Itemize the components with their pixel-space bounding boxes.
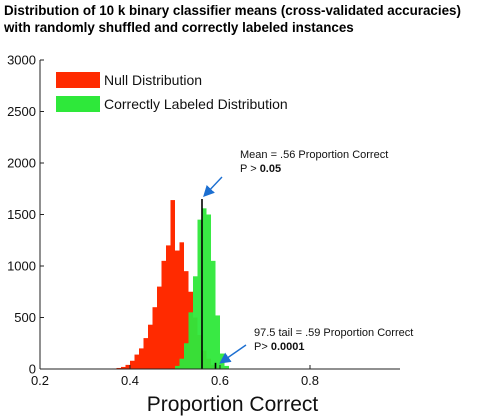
y-tick-label-4: 2000 (7, 156, 36, 171)
null-bar-15 (179, 242, 184, 369)
correct-bar-3 (188, 312, 193, 369)
null-bar-6 (139, 348, 144, 369)
title-line-2: with randomly shuffled and correctly lab… (4, 20, 354, 35)
null-bar-12 (166, 245, 171, 369)
legend-swatch-1 (56, 96, 100, 112)
correct-bar-9 (215, 315, 220, 369)
null-bar-10 (157, 286, 162, 369)
null-bar-2 (121, 366, 126, 369)
mean-annotation-line1: Mean = .56 Proportion Correct (240, 149, 388, 161)
y-tick-label-0: 0 (29, 362, 36, 377)
x-axis-label: Proportion Correct (147, 393, 319, 416)
null-bar-7 (143, 338, 148, 369)
x-tick-label-3: 0.8 (301, 373, 319, 388)
legend-label-1: Correctly Labeled Distribution (104, 96, 288, 112)
x-tick-label-1: 0.4 (121, 373, 139, 388)
correct-bar-2 (184, 343, 189, 369)
chart-title: Distribution of 10 k binary classifier m… (4, 2, 496, 36)
tail-annotation-arrow (219, 344, 247, 364)
y-tick-label-3: 1500 (7, 207, 36, 222)
x-tick-label-0: 0.2 (31, 373, 49, 388)
null-bar-5 (134, 354, 139, 369)
tail-annotation-line2: P> 0.0001 (254, 341, 304, 353)
correct-bar-8 (211, 260, 216, 369)
legend-label-0: Null Distribution (104, 72, 202, 88)
mean-annotation-line2: P > 0.05 (240, 163, 281, 175)
correct-bar-11 (224, 365, 229, 369)
mean-annotation-arrow (203, 176, 223, 198)
annotations: Mean = .56 Proportion Correct P > 0.05 97.… (203, 149, 413, 364)
correct-bar-5 (197, 219, 202, 369)
tail-annotation-line1: 97.5 tail = .59 Proportion Correct (254, 327, 413, 339)
legend: Null Distribution Correctly Labeled Distr… (56, 72, 288, 112)
y-tick-label-6: 3000 (7, 53, 36, 68)
y-tick-label-5: 2500 (7, 104, 36, 119)
correct-bar-4 (193, 276, 198, 369)
correct-bar-1 (179, 358, 184, 369)
null-bar-3 (125, 364, 130, 369)
null-bar-14 (175, 250, 180, 369)
null-bar-4 (130, 360, 135, 369)
reference-lines (201, 199, 217, 369)
y-tick-label-1: 500 (14, 310, 36, 325)
correct-bar-6 (202, 208, 207, 369)
y-tick-label-2: 1000 (7, 259, 36, 274)
correct-bar-7 (206, 214, 211, 369)
null-bar-11 (161, 260, 166, 369)
title-line-1: Distribution of 10 k binary classifier m… (4, 3, 461, 18)
null-bar-16 (184, 271, 189, 369)
x-tick-label-2: 0.6 (211, 373, 229, 388)
null-bar-1 (116, 367, 121, 369)
null-bar-13 (170, 200, 175, 369)
axes: 0 500 1000 1500 2000 2500 3000 0.2 0.4 0.6 0.8 Prop… (7, 53, 400, 416)
correct-bar-0 (175, 365, 180, 369)
legend-swatch-0 (56, 72, 100, 88)
null-bar-8 (148, 324, 153, 369)
null-bar-9 (152, 307, 157, 369)
